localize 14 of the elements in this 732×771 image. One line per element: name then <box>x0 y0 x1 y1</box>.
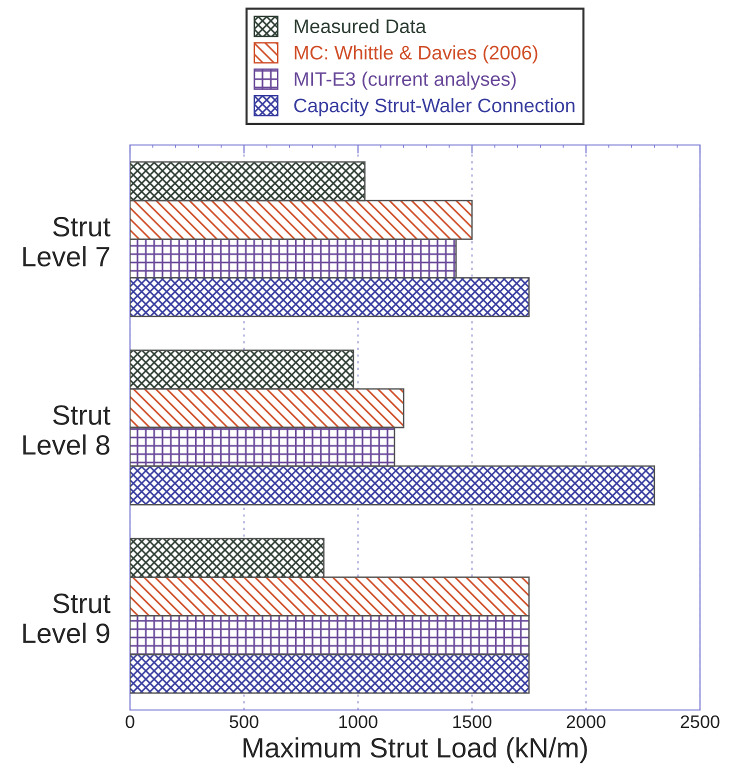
legend-label: Measured Data <box>294 18 426 34</box>
y-tick-label: Strut Level 7 <box>23 216 110 266</box>
x-tick-label: 1000 <box>339 715 378 728</box>
x-tick-label: 2000 <box>566 715 606 728</box>
legend-label: MC: Whittle & Davies (2006) <box>294 45 538 64</box>
legend-label: MIT-E3 (current analyses) <box>294 72 516 90</box>
y-tick-label: Strut Level 8 <box>23 405 110 455</box>
x-tick-label: 2500 <box>680 715 720 728</box>
x-tick-label: 0 <box>126 715 134 728</box>
x-tick-label: 1500 <box>453 715 492 728</box>
legend-label: Capacity Strut-Waler Connection <box>294 98 574 116</box>
y-tick-label: Strut Level 9 <box>23 594 110 644</box>
x-axis-title: Maximum Strut Load (kN/m) <box>244 737 587 764</box>
x-tick-label: 500 <box>230 715 258 728</box>
